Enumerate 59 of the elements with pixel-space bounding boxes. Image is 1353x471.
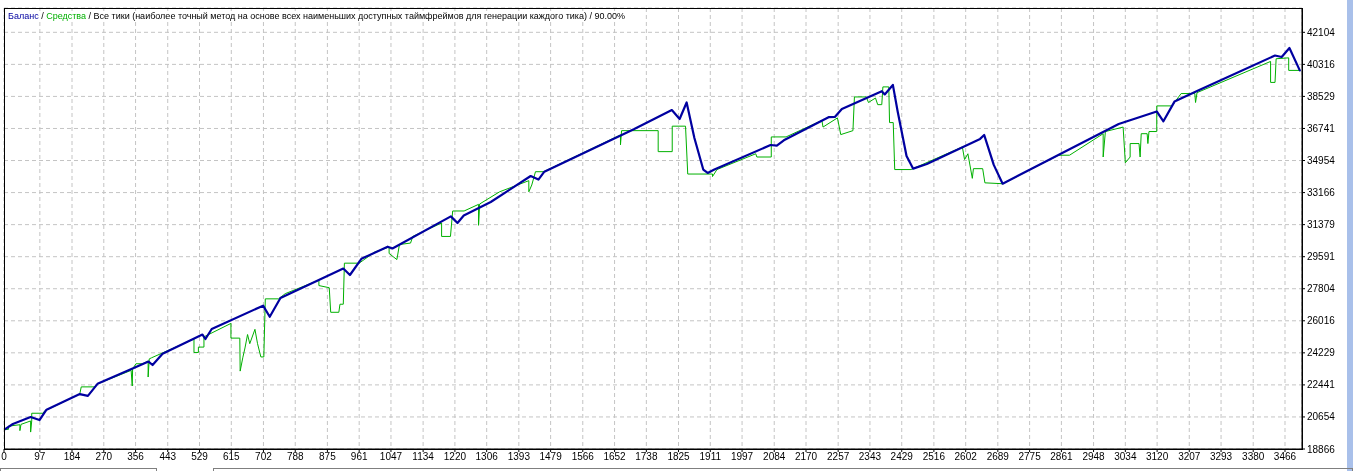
x-tick-label: 3120 (1146, 451, 1169, 463)
x-tick-label: 1220 (443, 451, 467, 463)
y-tick-label: 24229 (1307, 347, 1336, 359)
y-tick-label: 27804 (1307, 283, 1336, 295)
annotation: / Все тики (наиболее точный метод на основе всех наименьших доступных таймфреймов для генерации каждого тика) / 90.00% (87, 11, 626, 21)
x-tick-label: 875 (319, 451, 337, 463)
text: Средства (46, 11, 87, 21)
x-tick-label: 1393 (507, 451, 531, 463)
y-tick-label: 42104 (1307, 26, 1336, 38)
x-tick-label: 1997 (730, 451, 754, 463)
x-tick-label: 2689 (986, 451, 1010, 463)
x-tick-label: 3207 (1178, 451, 1201, 463)
x-tick-label: 1738 (635, 451, 658, 463)
x-tick-label: 270 (95, 451, 113, 463)
y-tick-label: 26016 (1307, 315, 1336, 327)
y-tick-label: 31379 (1307, 219, 1336, 231)
y-tick-label: 29591 (1307, 251, 1336, 263)
x-tick-label: 3293 (1209, 451, 1233, 463)
y-tick-label: 34954 (1307, 155, 1336, 167)
x-tick-label: 2516 (922, 451, 946, 463)
annotation: / (40, 11, 45, 21)
y-tick-label: 36741 (1307, 123, 1336, 135)
x-tick-label: 1479 (539, 451, 563, 463)
x-tick-label: 2343 (858, 451, 882, 463)
x-tick-label: 0 (1, 451, 8, 463)
x-tick-label: 1306 (475, 451, 499, 463)
y-tick-label: 33166 (1307, 187, 1336, 199)
x-tick-label: 184 (63, 451, 81, 463)
x-tick-label: 3034 (1114, 451, 1137, 463)
x-tick-label: 2429 (890, 451, 914, 463)
x-tick-label: 2775 (1018, 451, 1042, 463)
x-tick-label: 529 (191, 451, 209, 463)
y-tick-label: 18866 (1307, 443, 1336, 455)
x-tick-label: 2170 (794, 451, 818, 463)
x-tick-label: 961 (350, 451, 368, 463)
x-tick-label: 3466 (1273, 451, 1297, 463)
x-tick-label: 1825 (667, 451, 691, 463)
x-tick-label: 702 (255, 451, 273, 463)
y-tick-label: 38529 (1307, 90, 1336, 102)
x-tick-label: 1047 (379, 451, 403, 463)
x-tick-label: 1911 (699, 451, 722, 463)
x-tick-label: 2602 (954, 451, 978, 463)
text: Баланс (8, 11, 39, 21)
x-tick-label: 1566 (571, 451, 595, 463)
x-tick-label: 356 (127, 451, 145, 463)
y-tick-label: 40316 (1307, 58, 1336, 70)
x-tick-label: 788 (286, 451, 305, 463)
x-tick-label: 97 (34, 451, 46, 463)
y-tick-label: 22441 (1307, 379, 1336, 391)
x-tick-label: 2948 (1082, 451, 1106, 463)
x-tick-label: 2861 (1050, 451, 1073, 463)
x-tick-label: 3380 (1242, 451, 1265, 463)
x-tick-label: 443 (159, 451, 177, 463)
x-tick-label: 615 (222, 451, 241, 463)
x-tick-label: 1134 (412, 451, 435, 463)
x-tick-label: 2257 (827, 451, 850, 463)
x-tick-label: 2084 (763, 451, 786, 463)
y-tick-label: 20654 (1307, 411, 1336, 423)
x-tick-label: 1652 (603, 451, 627, 463)
